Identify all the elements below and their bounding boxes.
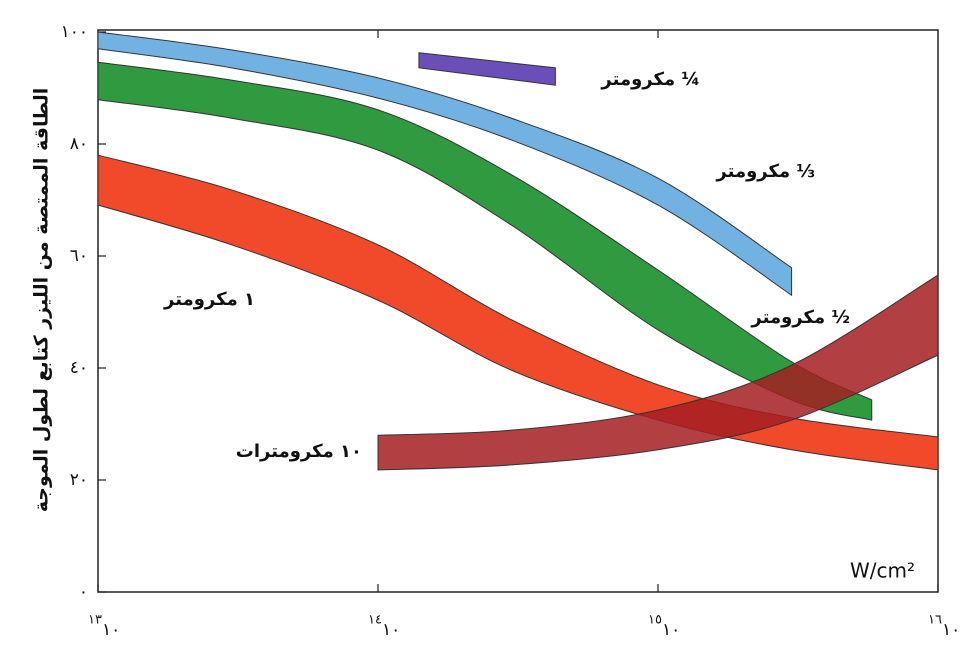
x-tick-label: ١٠ [662,620,680,640]
y-tick-label: ٠ [79,582,88,602]
y-tick-label: ٨٠ [70,134,88,154]
series-label: ١٠ مكرومترات [236,441,362,462]
y-tick-label: ٤٠ [70,358,88,378]
y-tick-label: ٦٠ [70,246,88,266]
band [377,274,939,471]
x-tick-exponent: ١٥ [648,613,662,628]
band [97,31,793,297]
x-tick-exponent: ١٤ [368,613,382,628]
band [418,52,556,86]
y-tick-label: ١٠٠ [61,22,88,42]
series-label: ¼ مكرومتر [600,69,700,90]
x-tick-label: ١٠ [942,620,960,640]
x-tick-label: ١٠ [382,620,400,640]
x-tick-exponent: ١٦ [928,613,942,628]
y-axis-title: الطاقة الممتصة من الليزر كتابع لطول المو… [31,88,53,512]
series-label: ١ مكرومتر [163,289,255,310]
series-label: ½ مكرومتر [750,307,850,328]
x-tick-exponent: ١٣ [88,613,102,628]
x-axis-unit: W/cm² [850,559,915,583]
y-tick-label: ٢٠ [70,470,88,490]
x-tick-label: ١٠ [102,620,120,640]
series-label: ⅓ مكرومتر [715,161,815,182]
band [97,61,873,421]
band [97,154,939,471]
